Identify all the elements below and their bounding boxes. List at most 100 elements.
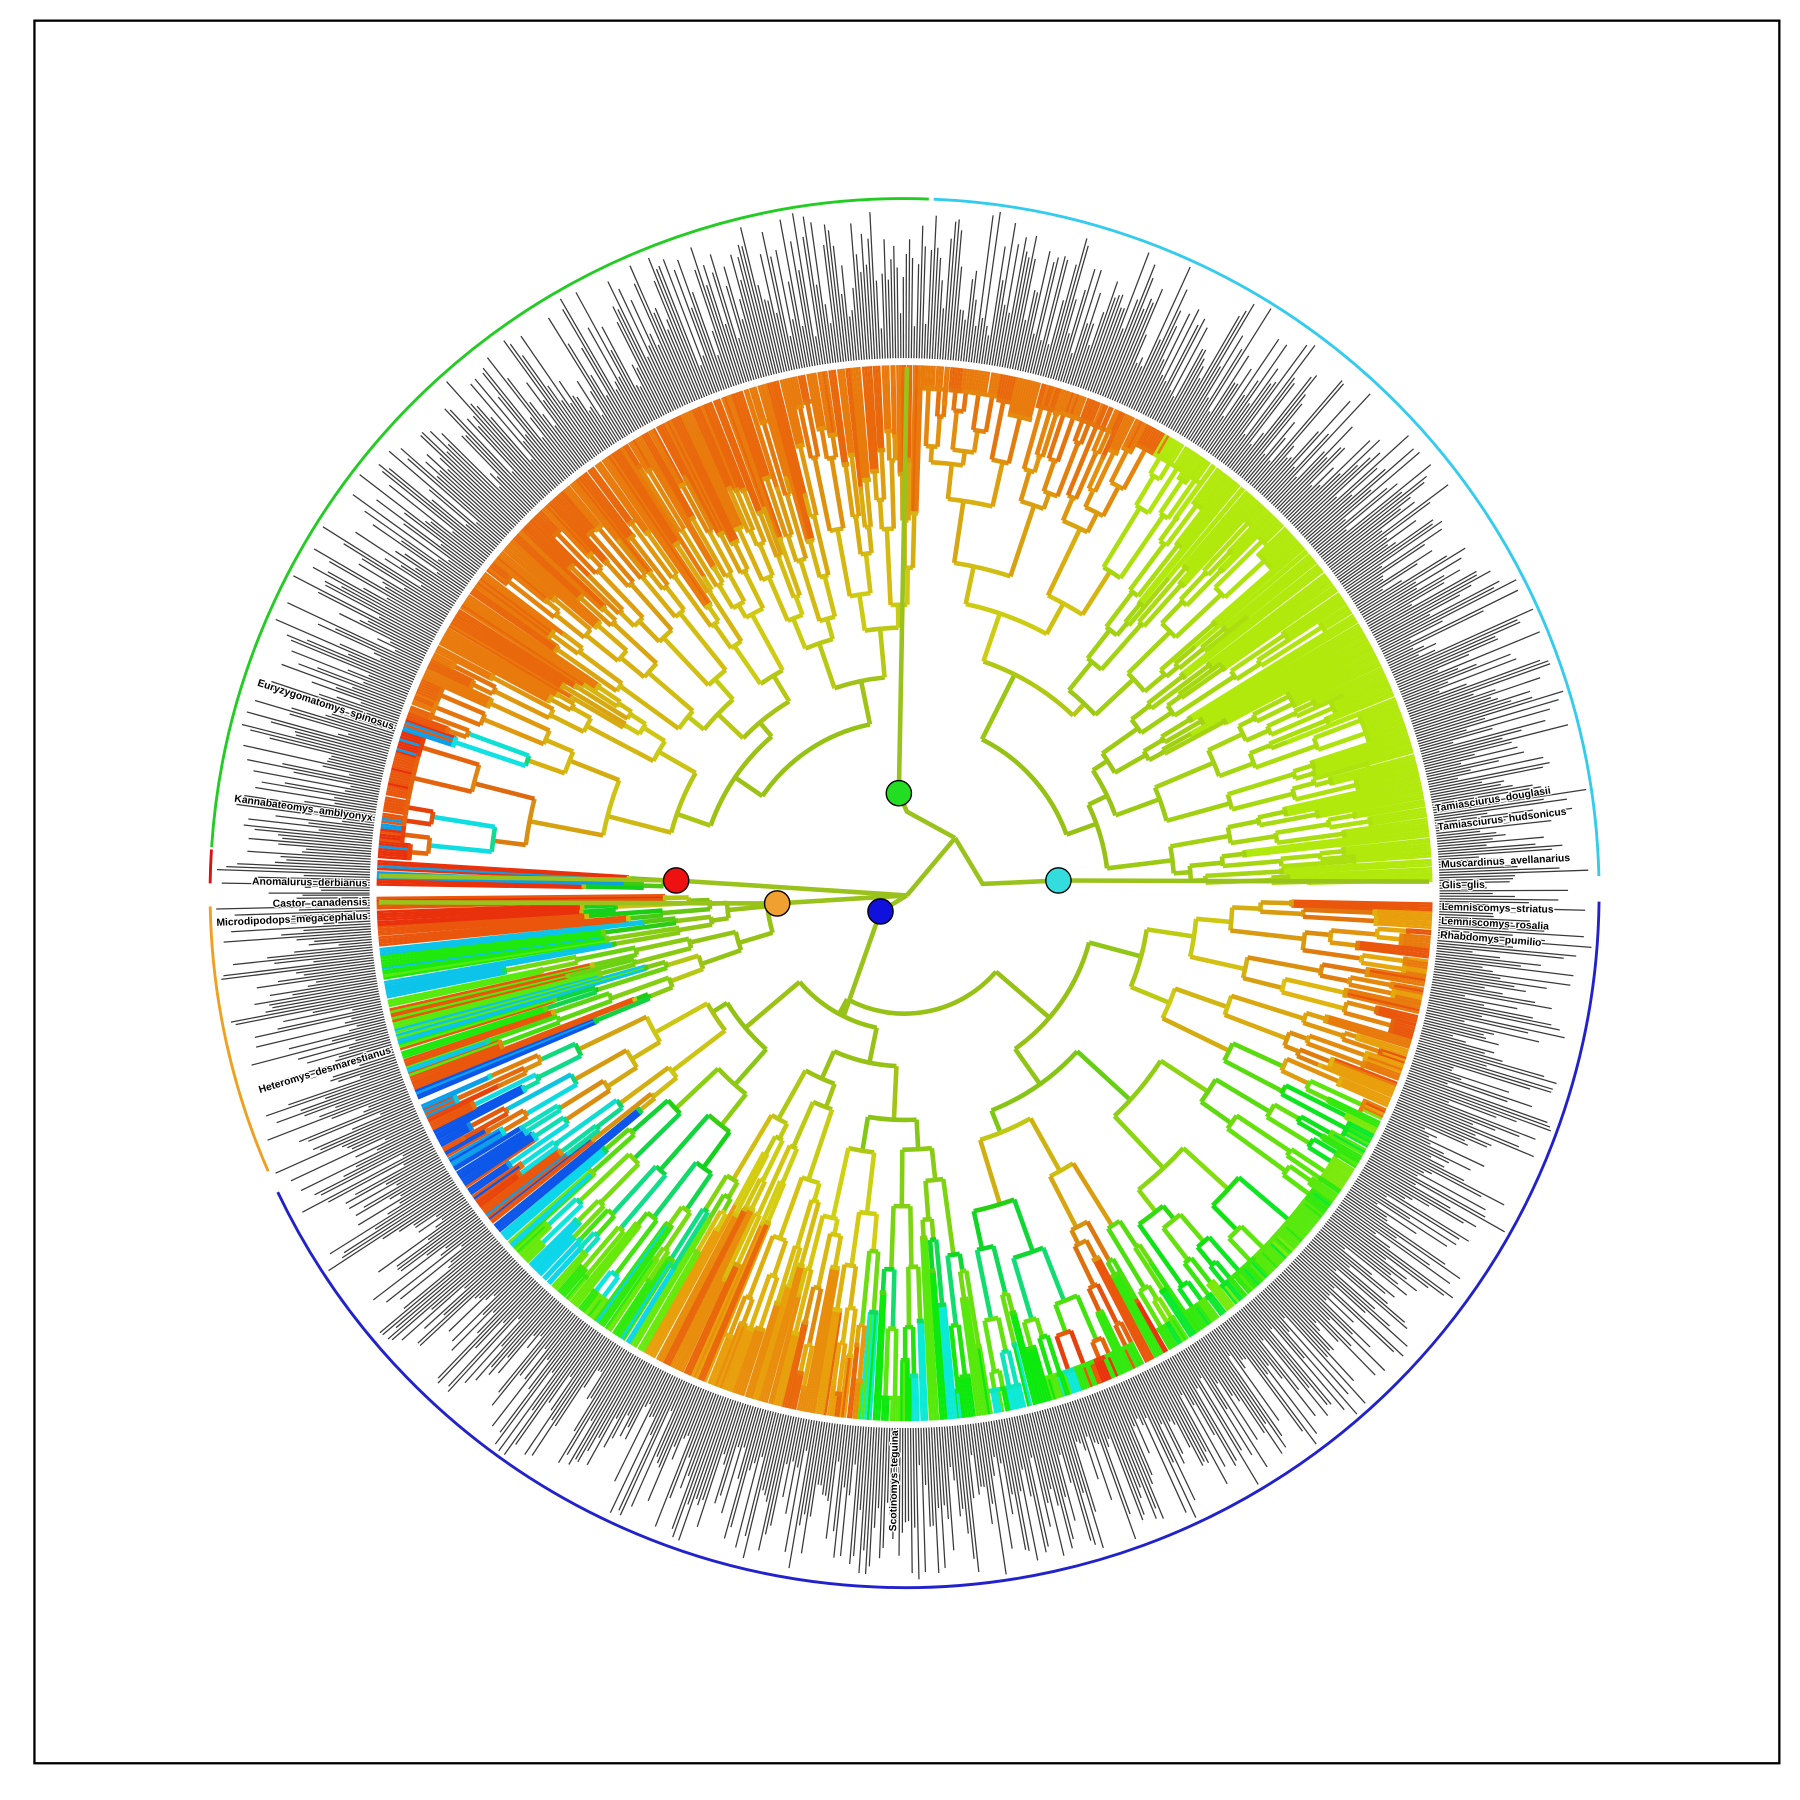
branch (496, 1082, 503, 1089)
branch (559, 298, 638, 431)
branch (895, 1428, 899, 1522)
branch (1247, 437, 1286, 484)
branch (396, 1159, 442, 1186)
branch (1011, 1312, 1039, 1405)
branch (1312, 761, 1368, 782)
branch (596, 1292, 609, 1304)
branch (559, 491, 595, 532)
branch (1092, 403, 1104, 426)
branch (491, 1315, 578, 1427)
branch (1007, 412, 1033, 423)
branch (1364, 966, 1371, 978)
branch (1210, 619, 1219, 628)
branch (728, 394, 782, 540)
branch (1430, 780, 1505, 796)
branch (974, 370, 981, 394)
branch (1217, 566, 1226, 574)
branch (1173, 869, 1191, 876)
branch (1067, 660, 1094, 692)
branch (1270, 740, 1286, 751)
branch (1099, 622, 1144, 672)
branch (1327, 930, 1334, 943)
branch (391, 767, 415, 776)
branch (587, 327, 644, 427)
branch (972, 1423, 982, 1487)
branch (1332, 1158, 1354, 1174)
branch (1281, 1271, 1331, 1321)
branch (426, 454, 511, 532)
branch (1299, 1114, 1333, 1136)
branch (852, 287, 860, 361)
branch (1314, 739, 1411, 771)
branch (619, 1366, 657, 1437)
branch (1066, 412, 1081, 422)
branch (1411, 1062, 1462, 1081)
branch (551, 498, 609, 562)
branch (1393, 1018, 1417, 1027)
branch (395, 550, 461, 596)
branch (1168, 1318, 1185, 1343)
branch (1285, 691, 1294, 701)
branch (521, 354, 596, 458)
branch (976, 370, 983, 394)
branch (652, 1202, 739, 1359)
branch (950, 410, 960, 450)
branch (833, 369, 849, 465)
branch (584, 1229, 626, 1279)
branch (563, 488, 599, 530)
branch (671, 1395, 722, 1530)
branch (1019, 292, 1039, 371)
branch (1286, 600, 1346, 641)
branch (783, 475, 789, 482)
branch (979, 1345, 993, 1415)
branch (509, 1171, 593, 1246)
branch (1253, 383, 1345, 489)
branch (1087, 294, 1124, 391)
branch (1405, 1079, 1517, 1123)
branch (1379, 1053, 1406, 1065)
branch (1310, 698, 1318, 707)
branch (317, 591, 429, 650)
branch (1199, 368, 1252, 448)
branch (1263, 534, 1294, 562)
branch (619, 447, 705, 580)
branch (1177, 448, 1192, 470)
branch (1105, 1260, 1117, 1277)
branch (335, 686, 402, 712)
branch (1094, 252, 1150, 394)
branch (1062, 1366, 1075, 1375)
branch (945, 1255, 959, 1326)
branch (1266, 1286, 1355, 1382)
branch (1115, 416, 1136, 454)
branch (1284, 1083, 1348, 1119)
branch (322, 526, 453, 609)
branch (981, 371, 988, 395)
branch (705, 284, 740, 385)
branch (1060, 268, 1096, 382)
branch (1001, 374, 1009, 402)
branch (1338, 1081, 1390, 1106)
branch (566, 562, 576, 572)
branch (1345, 1117, 1376, 1135)
branch (688, 514, 697, 522)
branch (691, 408, 729, 490)
branch (529, 401, 581, 469)
branch (1244, 559, 1316, 618)
branch (723, 1408, 762, 1539)
branch (1357, 714, 1365, 726)
branch (670, 418, 735, 545)
branch (431, 814, 496, 830)
branch (1287, 602, 1347, 643)
branch (1365, 1055, 1403, 1072)
branch (1369, 809, 1427, 822)
branch (1254, 743, 1318, 770)
branch (439, 470, 510, 534)
branch (1371, 1153, 1486, 1218)
branch (585, 723, 655, 763)
branch (254, 699, 392, 742)
branch (615, 538, 622, 545)
branch (1363, 1166, 1430, 1207)
branch (498, 1307, 568, 1393)
branch (387, 1174, 451, 1215)
branch (1428, 777, 1458, 786)
